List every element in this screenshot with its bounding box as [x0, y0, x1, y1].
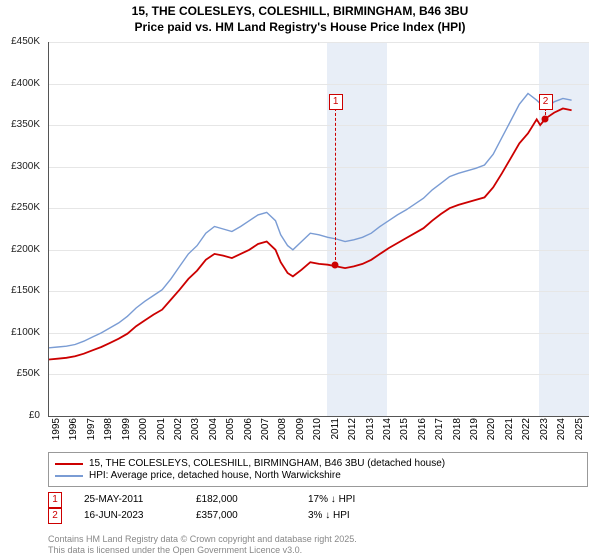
y-tick-label: £150K — [0, 285, 40, 296]
y-tick-label: £350K — [0, 119, 40, 130]
x-tick-label: 2003 — [190, 418, 201, 448]
y-tick-label: £300K — [0, 161, 40, 172]
legend-label-1: 15, THE COLESLEYS, COLESHILL, BIRMINGHAM… — [89, 458, 445, 469]
note-badge-2: 2 — [48, 508, 62, 524]
footer-line1: Contains HM Land Registry data © Crown c… — [48, 534, 357, 545]
note-row-2: 2 16-JUN-2023 £357,000 3% ↓ HPI — [48, 508, 398, 524]
x-tick-label: 2018 — [452, 418, 463, 448]
note-badge-1: 1 — [48, 492, 62, 508]
note-price-1: £182,000 — [196, 492, 286, 508]
chart-area: 12 £0£50K£100K£150K£200K£250K£300K£350K£… — [48, 42, 588, 416]
marker-dot-1 — [331, 261, 338, 268]
y-tick-label: £400K — [0, 78, 40, 89]
x-tick-label: 2023 — [539, 418, 550, 448]
x-tick-label: 1995 — [51, 418, 62, 448]
legend-row-2: HPI: Average price, detached house, Nort… — [55, 470, 581, 481]
x-tick-label: 2006 — [243, 418, 254, 448]
title-block: 15, THE COLESLEYS, COLESHILL, BIRMINGHAM… — [0, 0, 600, 35]
x-tick-label: 2014 — [382, 418, 393, 448]
y-tick-label: £100K — [0, 327, 40, 338]
x-tick-label: 2025 — [574, 418, 585, 448]
marker-badge-2: 2 — [539, 94, 553, 110]
note-delta-1: 17% ↓ HPI — [308, 492, 398, 508]
x-tick-label: 2020 — [486, 418, 497, 448]
note-date-2: 16-JUN-2023 — [84, 508, 174, 524]
x-tick-label: 2024 — [556, 418, 567, 448]
x-tick-label: 2015 — [399, 418, 410, 448]
x-tick-label: 2011 — [330, 418, 341, 448]
x-tick-label: 2010 — [312, 418, 323, 448]
note-price-2: £357,000 — [196, 508, 286, 524]
x-tick-label: 2001 — [156, 418, 167, 448]
x-tick-label: 1997 — [86, 418, 97, 448]
y-tick-label: £250K — [0, 202, 40, 213]
x-tick-label: 2002 — [173, 418, 184, 448]
plot-area: 12 — [48, 42, 589, 417]
legend-label-2: HPI: Average price, detached house, Nort… — [89, 470, 341, 481]
legend-swatch-1 — [55, 463, 83, 465]
line-svg — [49, 42, 589, 416]
x-tick-label: 2005 — [225, 418, 236, 448]
marker-dot-2 — [541, 116, 548, 123]
x-tick-label: 2004 — [208, 418, 219, 448]
legend-swatch-2 — [55, 475, 83, 477]
x-tick-label: 1996 — [68, 418, 79, 448]
x-tick-label: 2021 — [504, 418, 515, 448]
x-tick-label: 2013 — [365, 418, 376, 448]
x-tick-label: 2008 — [277, 418, 288, 448]
y-tick-label: £450K — [0, 36, 40, 47]
x-tick-label: 2009 — [295, 418, 306, 448]
x-tick-label: 2000 — [138, 418, 149, 448]
footer-line2: This data is licensed under the Open Gov… — [48, 545, 357, 556]
x-tick-label: 1999 — [121, 418, 132, 448]
x-tick-label: 2017 — [434, 418, 445, 448]
note-delta-2: 3% ↓ HPI — [308, 508, 398, 524]
legend: 15, THE COLESLEYS, COLESHILL, BIRMINGHAM… — [48, 452, 588, 487]
x-tick-label: 2016 — [417, 418, 428, 448]
marker-vline-1 — [335, 108, 336, 265]
title-line2: Price paid vs. HM Land Registry's House … — [0, 20, 600, 36]
chart-container: 15, THE COLESLEYS, COLESHILL, BIRMINGHAM… — [0, 0, 600, 560]
series-hpi — [49, 94, 572, 348]
x-tick-label: 2019 — [469, 418, 480, 448]
y-tick-label: £0 — [0, 410, 40, 421]
title-line1: 15, THE COLESLEYS, COLESHILL, BIRMINGHAM… — [0, 4, 600, 20]
notes-table: 1 25-MAY-2011 £182,000 17% ↓ HPI 2 16-JU… — [48, 492, 398, 524]
x-tick-label: 2022 — [521, 418, 532, 448]
x-tick-label: 2012 — [347, 418, 358, 448]
note-row-1: 1 25-MAY-2011 £182,000 17% ↓ HPI — [48, 492, 398, 508]
y-tick-label: £200K — [0, 244, 40, 255]
note-date-1: 25-MAY-2011 — [84, 492, 174, 508]
y-tick-label: £50K — [0, 368, 40, 379]
x-tick-label: 2007 — [260, 418, 271, 448]
legend-row-1: 15, THE COLESLEYS, COLESHILL, BIRMINGHAM… — [55, 458, 581, 469]
x-tick-label: 1998 — [103, 418, 114, 448]
footer-attribution: Contains HM Land Registry data © Crown c… — [48, 534, 357, 556]
marker-badge-1: 1 — [329, 94, 343, 110]
